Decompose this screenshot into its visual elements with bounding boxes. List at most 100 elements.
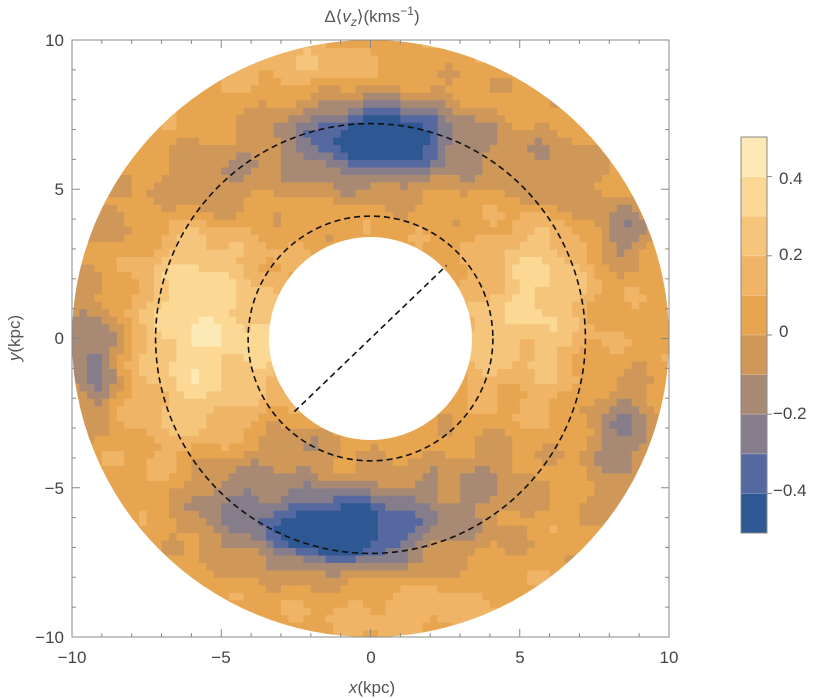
heatmap-cell bbox=[280, 420, 290, 429]
heatmap-cell bbox=[213, 293, 222, 302]
heatmap-cell bbox=[266, 114, 275, 123]
heatmap-cell bbox=[288, 137, 297, 146]
heatmap-cell bbox=[206, 554, 215, 563]
heatmap-cell bbox=[243, 420, 252, 429]
heatmap-cell bbox=[474, 420, 484, 429]
heatmap-cell bbox=[609, 278, 618, 287]
heatmap-cell bbox=[363, 114, 372, 123]
heatmap-cell bbox=[340, 166, 349, 175]
heatmap-cell bbox=[139, 435, 148, 444]
heatmap-cell bbox=[512, 345, 521, 355]
heatmap-cell bbox=[213, 137, 222, 146]
heatmap-cell bbox=[355, 122, 364, 131]
heatmap-cell bbox=[161, 495, 170, 504]
heatmap-cell bbox=[482, 293, 491, 302]
heatmap-cell bbox=[571, 428, 581, 437]
heatmap-cell bbox=[303, 577, 312, 586]
heatmap-cell bbox=[571, 525, 581, 534]
heatmap-cell bbox=[557, 129, 566, 138]
heatmap-cell bbox=[377, 569, 387, 578]
heatmap-cell bbox=[266, 278, 275, 287]
heatmap-cell bbox=[639, 338, 648, 347]
heatmap-cell bbox=[452, 263, 461, 272]
heatmap-cell bbox=[139, 510, 148, 519]
heatmap-cell bbox=[228, 69, 237, 78]
heatmap-cell bbox=[236, 219, 245, 228]
heatmap-cell bbox=[280, 271, 290, 280]
heatmap-cell bbox=[355, 450, 364, 459]
heatmap-cell bbox=[624, 226, 633, 235]
heatmap-cell bbox=[139, 196, 148, 205]
heatmap-cell bbox=[557, 219, 566, 228]
heatmap-cell bbox=[355, 622, 364, 631]
heatmap-cell bbox=[616, 263, 625, 272]
heatmap-cell bbox=[124, 189, 133, 198]
heatmap-cell bbox=[176, 219, 185, 228]
heatmap-cell bbox=[504, 204, 513, 213]
heatmap-cell bbox=[258, 293, 267, 302]
heatmap-cell bbox=[564, 375, 573, 384]
heatmap-cell bbox=[310, 47, 319, 56]
heatmap-cell bbox=[161, 211, 170, 220]
heatmap-cell bbox=[497, 181, 506, 190]
heatmap-cell bbox=[631, 368, 640, 377]
heatmap-cell bbox=[176, 256, 185, 265]
heatmap-cell bbox=[146, 256, 155, 265]
heatmap-cell bbox=[109, 390, 118, 399]
heatmap-cell bbox=[422, 577, 431, 586]
heatmap-cell bbox=[452, 256, 461, 265]
heatmap-cell bbox=[340, 219, 349, 228]
heatmap-cell bbox=[198, 368, 207, 377]
heatmap-cell bbox=[325, 554, 334, 563]
heatmap-cell bbox=[213, 241, 222, 250]
heatmap-cell bbox=[325, 614, 334, 623]
heatmap-cell bbox=[661, 308, 669, 317]
heatmap-cell bbox=[86, 331, 95, 340]
heatmap-cell bbox=[161, 308, 170, 317]
heatmap-cell bbox=[221, 338, 230, 347]
heatmap-cell bbox=[400, 607, 409, 616]
heatmap-cell bbox=[430, 181, 439, 190]
heatmap-cell bbox=[221, 420, 230, 429]
heatmap-cell bbox=[295, 189, 304, 198]
heatmap-cell bbox=[206, 502, 215, 511]
heatmap-cell bbox=[198, 196, 207, 205]
heatmap-cell bbox=[407, 122, 416, 131]
heatmap-cell bbox=[377, 450, 387, 459]
heatmap-cell bbox=[512, 502, 521, 511]
heatmap-cell bbox=[273, 398, 282, 407]
heatmap-cell bbox=[101, 435, 110, 444]
heatmap-cell bbox=[131, 308, 140, 317]
heatmap-cell bbox=[407, 435, 416, 444]
heatmap-cell bbox=[116, 271, 125, 280]
heatmap-cell bbox=[318, 69, 327, 78]
heatmap-cell bbox=[504, 383, 513, 392]
heatmap-cell bbox=[169, 241, 178, 250]
heatmap-cell bbox=[534, 569, 543, 578]
heatmap-cell bbox=[377, 62, 387, 71]
heatmap-cell bbox=[654, 398, 663, 407]
heatmap-cell bbox=[557, 457, 566, 466]
heatmap-cell bbox=[131, 375, 140, 384]
heatmap-cell bbox=[243, 159, 252, 168]
heatmap-cell bbox=[467, 159, 476, 168]
heatmap-cell bbox=[169, 375, 178, 384]
heatmap-cell bbox=[72, 293, 81, 302]
heatmap-cell bbox=[94, 263, 103, 272]
heatmap-cell bbox=[355, 435, 364, 444]
heatmap-cell bbox=[534, 532, 543, 541]
heatmap-cell bbox=[377, 495, 387, 504]
heatmap-cell bbox=[101, 413, 110, 422]
heatmap-cell bbox=[251, 450, 260, 459]
heatmap-cell bbox=[631, 450, 640, 459]
heatmap-cell bbox=[288, 562, 297, 571]
heatmap-cell bbox=[79, 375, 88, 384]
heatmap-cell bbox=[363, 539, 372, 549]
heatmap-cell bbox=[646, 248, 655, 258]
heatmap-cell bbox=[176, 383, 185, 392]
heatmap-cell bbox=[288, 77, 297, 86]
heatmap-cell bbox=[169, 480, 178, 489]
heatmap-cell bbox=[489, 368, 498, 377]
heatmap-cell bbox=[504, 405, 513, 414]
heatmap-cell bbox=[340, 84, 349, 93]
